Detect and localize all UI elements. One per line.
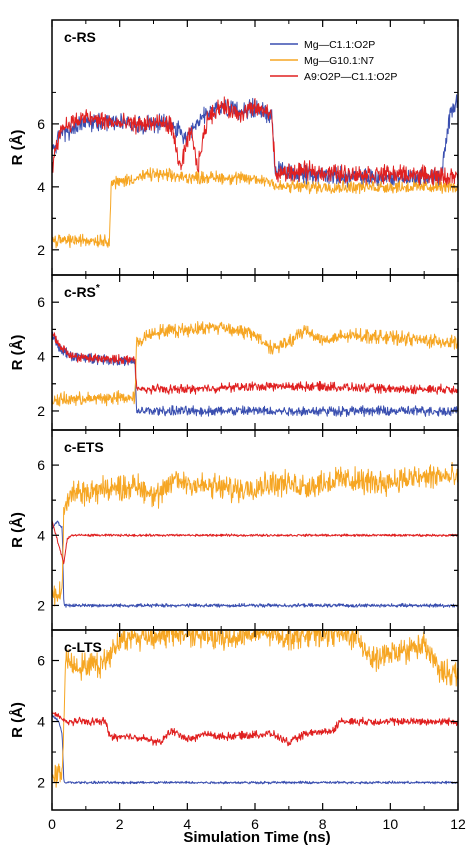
series-lines [52,321,458,417]
series-lines [52,461,458,608]
y-tick-label: 6 [37,653,45,669]
y-axis-label: R (Å) [9,702,26,738]
y-axis-label: R (Å) [9,512,26,548]
series-mg-c1-1-o2p [52,520,458,608]
series-a9-o2p-c1-1-o2p [52,96,458,186]
x-tick-label: 4 [183,816,191,832]
series-mg-g10-1-n7 [52,321,458,407]
legend-label: A9:O2P—C1.1:O2P [304,71,397,83]
legend-label: Mg—C1.1:O2P [304,39,375,51]
panel-c-lts: 2 4 6 R (Å) c-LTS 0 2 4 6 8 10 12 [9,629,466,832]
legend-item-a9-o2p-c1-1-o2p: A9:O2P—C1.1:O2P [270,71,397,83]
panel-label: c-LTS [64,639,102,655]
x-tick-label: 10 [383,816,399,832]
y-tick-label: 4 [37,179,45,195]
series-mg-g10-1-n7 [52,630,458,788]
series-mg-g10-1-n7 [52,461,458,607]
series-mg-g10-1-n7 [52,167,458,249]
chart-panels: 2 4 6 R (Å) c-RS 2 4 6 R (Å) c-RS* 2 4 6 R (Å) c-ETS 2 4… [9,19,466,832]
y-tick-label: 6 [37,294,45,310]
panel-label: c-RS [64,29,96,45]
series-lines [52,94,458,249]
y-axis-label: R (Å) [9,335,26,371]
panel-c-rs: 2 4 6 R (Å) c-RS* [9,274,459,431]
series-mg-c1-1-o2p [52,331,458,417]
series-a9-o2p-c1-1-o2p [52,710,458,747]
legend-item-mg-g10-1-n7: Mg—G10.1:N7 [270,55,374,67]
series-a9-o2p-c1-1-o2p [52,332,458,395]
panel-c-ets: 2 4 6 R (Å) c-ETS [9,429,459,631]
panel-label: c-RS* [64,283,100,300]
panel-frame [51,19,459,276]
x-axis-label: Simulation Time (ns) [183,829,330,846]
y-axis-label: R (Å) [9,130,26,166]
y-tick-label: 6 [37,116,45,132]
y-tick-label: 2 [37,597,45,613]
legend: Mg—C1.1:O2P Mg—G10.1:N7 A9:O2P—C1.1:O2P [270,39,397,83]
series-lines [52,630,458,788]
panel-label: c-ETS [64,439,104,455]
y-tick-label: 2 [37,242,45,258]
panel-c-rs: 2 4 6 R (Å) c-RS [9,19,459,276]
legend-item-mg-c1-1-o2p: Mg—C1.1:O2P [270,39,375,51]
x-tick-label: 12 [450,816,466,832]
legend-label: Mg—G10.1:N7 [304,55,374,67]
series-a9-o2p-c1-1-o2p [52,520,458,565]
panel-frame [51,429,459,631]
y-tick-label: 6 [37,457,45,473]
panel-frame [51,274,459,431]
y-tick-label: 4 [37,714,45,730]
y-tick-label: 4 [37,527,45,543]
y-tick-label: 4 [37,349,45,365]
x-tick-label: 2 [116,816,124,832]
y-tick-label: 2 [37,403,45,419]
x-tick-label: 0 [48,816,56,832]
y-tick-label: 2 [37,775,45,791]
series-mg-c1-1-o2p [52,714,458,785]
x-tick-label: 6 [251,816,259,832]
x-tick-label: 8 [319,816,327,832]
